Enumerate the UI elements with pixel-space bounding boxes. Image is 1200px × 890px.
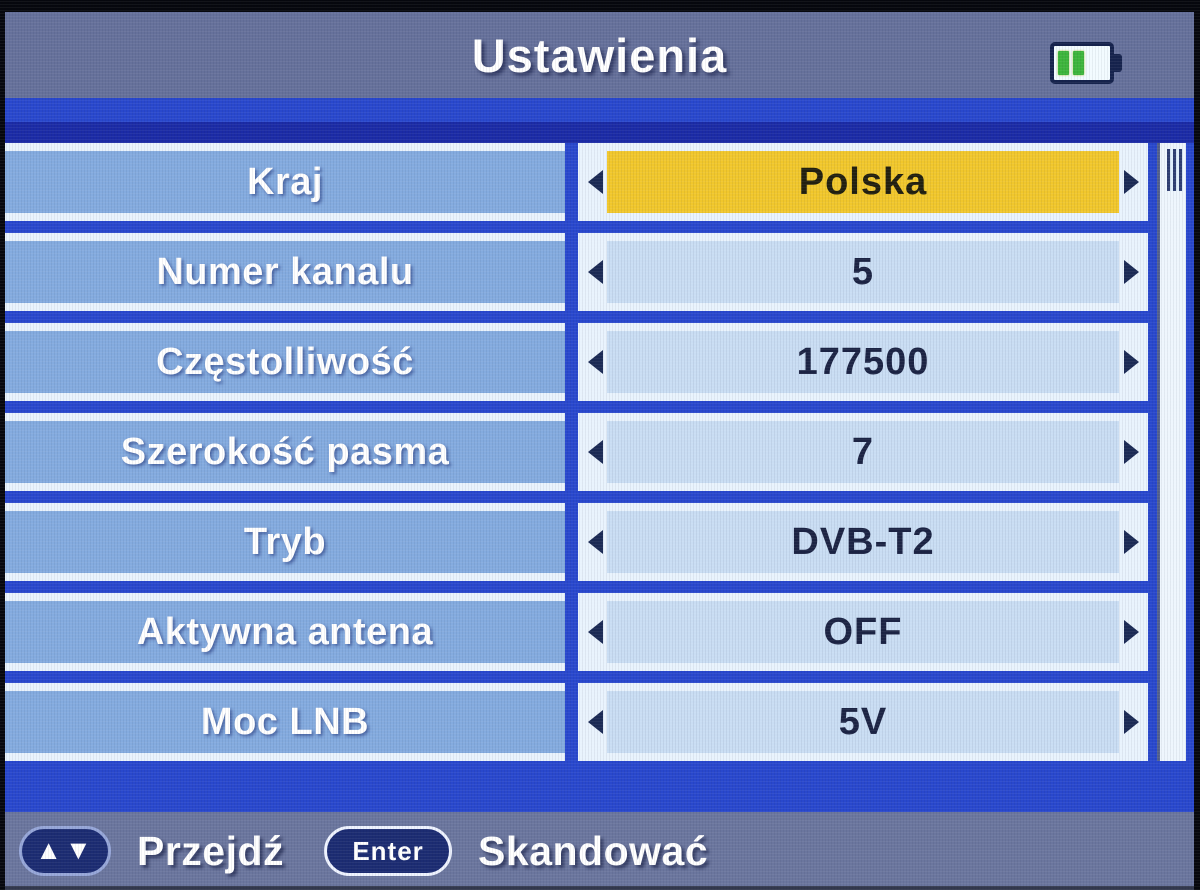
header-bar: Ustawienia — [5, 12, 1194, 98]
increase-arrow-button[interactable] — [1119, 331, 1143, 393]
enter-key-icon: Enter — [324, 826, 453, 876]
screen-frame-bottom — [0, 886, 1200, 890]
setting-value: DVB-T2 — [607, 511, 1119, 573]
left-arrow-icon — [587, 530, 603, 554]
decrease-arrow-button[interactable] — [583, 421, 607, 483]
setting-label: Moc LNB — [5, 683, 565, 761]
increase-arrow-button[interactable] — [1119, 601, 1143, 663]
left-arrow-icon — [587, 260, 603, 284]
decrease-arrow-button[interactable] — [583, 241, 607, 303]
right-arrow-icon — [1123, 710, 1139, 734]
decrease-arrow-button[interactable] — [583, 151, 607, 213]
settings-row[interactable]: Kraj Polska — [5, 143, 1194, 221]
left-arrow-icon — [587, 710, 603, 734]
up-down-arrows-icon: ▲▼ — [19, 826, 111, 876]
setting-value: OFF — [607, 601, 1119, 663]
setting-value: Polska — [607, 151, 1119, 213]
setting-value-cell: 177500 — [578, 323, 1148, 401]
decrease-arrow-button[interactable] — [583, 331, 607, 393]
settings-row[interactable]: Aktywna antena OFF — [5, 593, 1194, 671]
increase-arrow-button[interactable] — [1119, 691, 1143, 753]
decrease-arrow-button[interactable] — [583, 511, 607, 573]
setting-label: Numer kanalu — [5, 233, 565, 311]
setting-label: Szerokość pasma — [5, 413, 565, 491]
battery-terminal — [1114, 54, 1122, 72]
footer-hint-bar: ▲▼ Przejdź Enter Skandować — [5, 812, 1194, 890]
settings-table: Kraj Polska Numer kanalu 5 — [5, 143, 1194, 773]
increase-arrow-button[interactable] — [1119, 151, 1143, 213]
left-arrow-icon — [587, 440, 603, 464]
enter-action-label: Skandować — [478, 827, 709, 874]
battery-body — [1050, 42, 1114, 84]
up-down-arrows-glyph: ▲▼ — [35, 834, 95, 865]
header-divider-stripe — [5, 122, 1194, 143]
battery-bar — [1073, 51, 1084, 75]
decrease-arrow-button[interactable] — [583, 691, 607, 753]
right-arrow-icon — [1123, 530, 1139, 554]
setting-value-cell: 5V — [578, 683, 1148, 761]
left-arrow-icon — [587, 350, 603, 374]
screen-frame-top — [0, 0, 1200, 12]
settings-row[interactable]: Numer kanalu 5 — [5, 233, 1194, 311]
right-arrow-icon — [1123, 350, 1139, 374]
setting-value-cell: OFF — [578, 593, 1148, 671]
screen-frame-right — [1194, 0, 1200, 890]
decrease-arrow-button[interactable] — [583, 601, 607, 663]
settings-row[interactable]: Moc LNB 5V — [5, 683, 1194, 761]
right-arrow-icon — [1123, 440, 1139, 464]
settings-row[interactable]: Częstolliwość 177500 — [5, 323, 1194, 401]
enter-key-label: Enter — [352, 835, 424, 866]
setting-value-cell: Polska — [578, 143, 1148, 221]
setting-value: 7 — [607, 421, 1119, 483]
settings-row[interactable]: Szerokość pasma 7 — [5, 413, 1194, 491]
settings-row[interactable]: Tryb DVB-T2 — [5, 503, 1194, 581]
setting-value-cell: 7 — [578, 413, 1148, 491]
setting-label: Kraj — [5, 143, 565, 221]
battery-bar — [1058, 51, 1069, 75]
page-title: Ustawienia — [471, 29, 728, 82]
screen-frame-left — [0, 0, 5, 890]
setting-value-cell: DVB-T2 — [578, 503, 1148, 581]
right-arrow-icon — [1123, 260, 1139, 284]
setting-label: Częstolliwość — [5, 323, 565, 401]
scrollbar[interactable] — [1157, 143, 1186, 761]
scrollbar-thumb[interactable] — [1167, 149, 1183, 191]
left-arrow-icon — [587, 170, 603, 194]
setting-value: 5V — [607, 691, 1119, 753]
right-arrow-icon — [1123, 620, 1139, 644]
setting-value-cell: 5 — [578, 233, 1148, 311]
setting-value: 177500 — [607, 331, 1119, 393]
increase-arrow-button[interactable] — [1119, 511, 1143, 573]
battery-icon — [1050, 42, 1122, 84]
increase-arrow-button[interactable] — [1119, 241, 1143, 303]
increase-arrow-button[interactable] — [1119, 421, 1143, 483]
nav-hint-label: Przejdź — [137, 827, 285, 874]
setting-label: Aktywna antena — [5, 593, 565, 671]
setting-value: 5 — [607, 241, 1119, 303]
right-arrow-icon — [1123, 170, 1139, 194]
setting-label: Tryb — [5, 503, 565, 581]
left-arrow-icon — [587, 620, 603, 644]
